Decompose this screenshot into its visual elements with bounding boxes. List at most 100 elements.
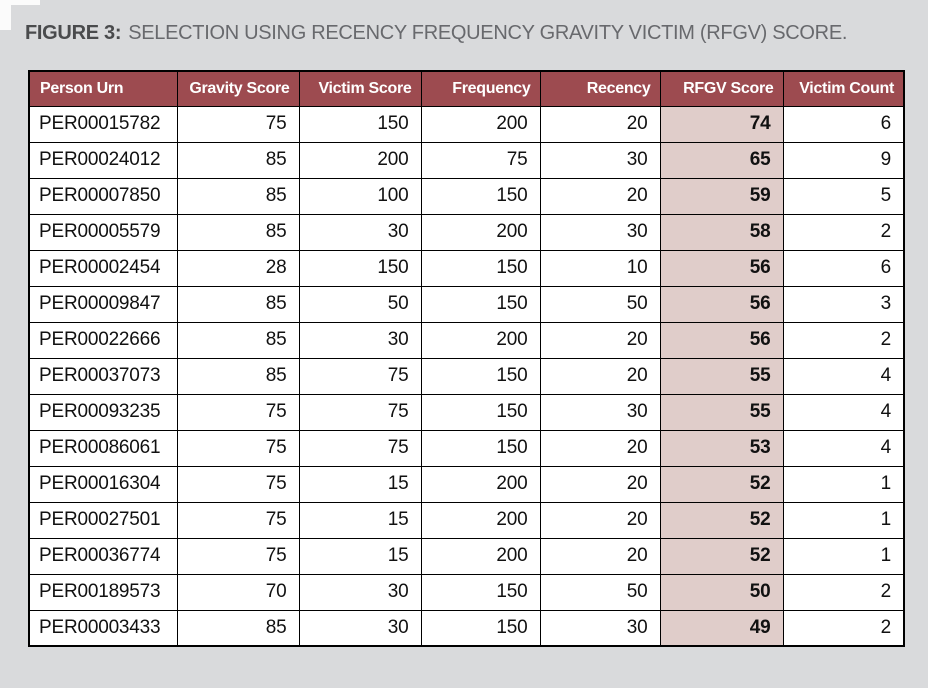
frequency-cell: 150: [420, 285, 541, 323]
person-urn-cell: PER00009847: [28, 285, 178, 323]
table-body: PER00015782 75 150 200 20 74 6 PER00024012 85 200…: [28, 105, 905, 647]
recency-cell: 30: [539, 141, 661, 179]
col-header-gravity-score: Gravity Score: [176, 70, 300, 107]
victim-score-cell: 100: [298, 177, 422, 215]
rfgv-score-cell: 56: [659, 321, 784, 359]
table-row: PER00036774 75 15 200 20 52 1: [28, 537, 905, 575]
table-row: PER00015782 75 150 200 20 74 6: [28, 105, 905, 143]
col-header-recency: Recency: [539, 70, 661, 107]
victim-score-cell: 150: [298, 249, 422, 287]
victim-count-cell: 2: [782, 573, 905, 611]
frequency-cell: 150: [420, 573, 541, 611]
recency-cell: 20: [539, 321, 661, 359]
victim-score-cell: 15: [298, 501, 422, 539]
victim-count-cell: 5: [782, 177, 905, 215]
recency-cell: 50: [539, 573, 661, 611]
rfgv-score-cell: 74: [659, 105, 784, 143]
rfgv-score-cell: 50: [659, 573, 784, 611]
gravity-score-cell: 85: [176, 357, 300, 395]
table-header-row: Person Urn Gravity Score Victim Score Fr…: [28, 70, 905, 107]
person-urn-cell: PER00007850: [28, 177, 178, 215]
gravity-score-cell: 75: [176, 465, 300, 503]
victim-score-cell: 200: [298, 141, 422, 179]
victim-score-cell: 30: [298, 573, 422, 611]
victim-count-cell: 1: [782, 537, 905, 575]
victim-count-cell: 2: [782, 321, 905, 359]
person-urn-cell: PER00189573: [28, 573, 178, 611]
gravity-score-cell: 75: [176, 393, 300, 431]
victim-count-cell: 2: [782, 609, 905, 647]
gravity-score-cell: 75: [176, 537, 300, 575]
scan-edge-artifact: [0, 0, 40, 5]
scan-edge-artifact: [0, 0, 11, 30]
rfgv-score-cell: 58: [659, 213, 784, 251]
frequency-cell: 200: [420, 537, 541, 575]
person-urn-cell: PER00093235: [28, 393, 178, 431]
frequency-cell: 200: [420, 501, 541, 539]
rfgv-score-cell: 65: [659, 141, 784, 179]
victim-count-cell: 3: [782, 285, 905, 323]
col-header-victim-count: Victim Count: [782, 70, 905, 107]
frequency-cell: 200: [420, 105, 541, 143]
frequency-cell: 150: [420, 393, 541, 431]
rfgv-score-cell: 52: [659, 501, 784, 539]
person-urn-cell: PER00015782: [28, 105, 178, 143]
rfgv-score-cell: 56: [659, 249, 784, 287]
table-row: PER00009847 85 50 150 50 56 3: [28, 285, 905, 323]
recency-cell: 30: [539, 393, 661, 431]
figure-number-label: FIGURE 3:: [25, 22, 122, 44]
frequency-cell: 150: [420, 249, 541, 287]
victim-score-cell: 30: [298, 609, 422, 647]
victim-score-cell: 30: [298, 213, 422, 251]
victim-score-cell: 75: [298, 357, 422, 395]
rfgv-score-cell: 49: [659, 609, 784, 647]
table-row: PER00093235 75 75 150 30 55 4: [28, 393, 905, 431]
table-row: PER00024012 85 200 75 30 65 9: [28, 141, 905, 179]
gravity-score-cell: 85: [176, 141, 300, 179]
victim-count-cell: 2: [782, 213, 905, 251]
victim-count-cell: 6: [782, 249, 905, 287]
table-row: PER00022666 85 30 200 20 56 2: [28, 321, 905, 359]
table-row: PER00003433 85 30 150 30 49 2: [28, 609, 905, 647]
gravity-score-cell: 75: [176, 501, 300, 539]
person-urn-cell: PER00002454: [28, 249, 178, 287]
victim-score-cell: 150: [298, 105, 422, 143]
victim-score-cell: 15: [298, 537, 422, 575]
victim-count-cell: 4: [782, 429, 905, 467]
recency-cell: 30: [539, 213, 661, 251]
recency-cell: 20: [539, 429, 661, 467]
person-urn-cell: PER00022666: [28, 321, 178, 359]
table-row: PER00037073 85 75 150 20 55 4: [28, 357, 905, 395]
col-header-frequency: Frequency: [420, 70, 541, 107]
gravity-score-cell: 85: [176, 177, 300, 215]
rfgv-score-cell: 52: [659, 537, 784, 575]
person-urn-cell: PER00086061: [28, 429, 178, 467]
person-urn-cell: PER00005579: [28, 213, 178, 251]
gravity-score-cell: 75: [176, 105, 300, 143]
rfgv-score-cell: 55: [659, 393, 784, 431]
gravity-score-cell: 75: [176, 429, 300, 467]
recency-cell: 50: [539, 285, 661, 323]
frequency-cell: 200: [420, 321, 541, 359]
table-row: PER00016304 75 15 200 20 52 1: [28, 465, 905, 503]
frequency-cell: 75: [420, 141, 541, 179]
table-row: PER00189573 70 30 150 50 50 2: [28, 573, 905, 611]
figure-title-text: SELECTION USING RECENCY FREQUENCY GRAVIT…: [128, 22, 848, 44]
frequency-cell: 150: [420, 357, 541, 395]
person-urn-cell: PER00037073: [28, 357, 178, 395]
victim-score-cell: 75: [298, 429, 422, 467]
table-row: PER00002454 28 150 150 10 56 6: [28, 249, 905, 287]
rfgv-score-cell: 56: [659, 285, 784, 323]
table-row: PER00086061 75 75 150 20 53 4: [28, 429, 905, 467]
frequency-cell: 200: [420, 213, 541, 251]
rfgv-score-table: Person Urn Gravity Score Victim Score Fr…: [28, 70, 905, 647]
person-urn-cell: PER00036774: [28, 537, 178, 575]
recency-cell: 10: [539, 249, 661, 287]
figure-title: FIGURE 3: SELECTION USING RECENCY FREQUEN…: [25, 22, 915, 45]
victim-score-cell: 15: [298, 465, 422, 503]
victim-count-cell: 1: [782, 501, 905, 539]
victim-score-cell: 30: [298, 321, 422, 359]
gravity-score-cell: 85: [176, 285, 300, 323]
recency-cell: 20: [539, 105, 661, 143]
